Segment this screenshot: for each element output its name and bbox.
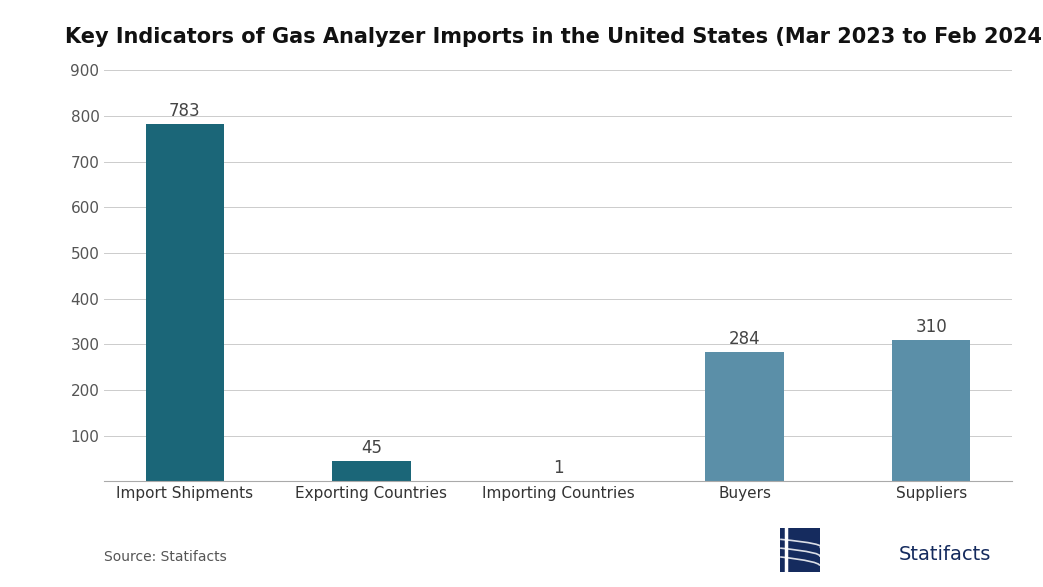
Text: 310: 310 [916, 318, 947, 336]
Title: Key Indicators of Gas Analyzer Imports in the United States (Mar 2023 to Feb 202: Key Indicators of Gas Analyzer Imports i… [65, 26, 1043, 46]
Text: 783: 783 [169, 102, 200, 120]
Text: Source: Statifacts: Source: Statifacts [104, 549, 227, 564]
Text: 45: 45 [361, 438, 382, 457]
Bar [705, 352, 784, 481]
Bar [892, 340, 970, 481]
Text: 1: 1 [553, 459, 563, 477]
Text: Statifacts: Statifacts [898, 545, 991, 564]
Bar [332, 461, 411, 481]
Text: 284: 284 [729, 329, 760, 348]
Bar [146, 124, 224, 481]
